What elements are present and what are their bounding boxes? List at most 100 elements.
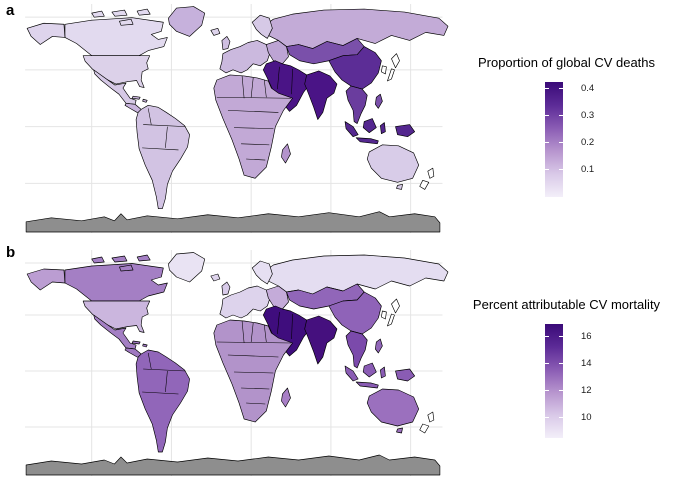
country-border-line [147,352,152,370]
map-region-se-asia [345,330,368,369]
panel-b-label: b [6,244,16,261]
colorbar-tick-label: 14 [581,357,592,369]
map-region-madagascar [281,143,291,164]
map-region-japan [387,298,400,327]
country-border-line [291,313,293,340]
country-border-line [227,110,279,113]
map-region-korea [381,310,387,320]
map-region-iceland [210,27,221,36]
map-region-new-guinea [395,368,416,382]
map-region-antarctica [25,454,441,476]
map-region-indonesia [344,362,386,389]
colorbar-tick-mark [545,115,549,117]
country-border-line [264,79,267,98]
map-region-middle-east [262,305,311,357]
country-border-line [142,147,179,151]
country-border-line [241,143,270,146]
map-region-usa [82,55,151,88]
country-border-line [246,402,266,405]
legend-a: Proportion of global CV deaths 0.4 0.3 0.2… [452,55,681,207]
map-region-korea [381,65,387,75]
colorbar-tick-label: 12 [581,384,592,396]
country-border-line [241,320,245,344]
map-region-greenland [168,252,206,283]
legend-a-colorbar-wrap: 0.4 0.3 0.2 0.1 [452,81,681,207]
legend-b-colorbar-wrap: 16 14 12 10 [452,323,681,449]
map-region-philippines [374,93,383,109]
country-border-line [165,126,168,148]
country-border-line [277,311,280,335]
map-region-se-asia [345,85,368,124]
map-region-uk [221,281,231,296]
map-region-indonesia [344,118,386,145]
colorbar-tick-label: 0.3 [581,110,595,122]
colorbar-tick-label: 0.2 [581,137,595,149]
map-region-new-zealand [419,411,435,434]
map-region-australia [366,388,420,427]
map-region-australia [366,144,420,183]
colorbar-tick-mark [559,115,563,117]
map-region-europe [219,40,271,74]
legend-b-colorbar [545,323,563,438]
map-region-canada [64,263,168,302]
map-region-eastern-europe [265,40,289,65]
country-border-line [165,370,168,393]
map-region-canada [64,17,168,57]
map-region-europe [219,285,271,319]
colorbar-tick-mark [545,362,549,364]
map-region-china [328,291,382,335]
panel-a-label: a [6,2,15,19]
legend-b: Percent attributable CV mortality 16 14 12… [452,297,681,449]
country-border-line [216,96,292,99]
country-border-line [143,124,186,127]
map-region-eastern-europe [265,285,289,310]
map-region-caribbean [131,340,148,348]
map-region-africa [213,74,293,179]
map-region-new-zealand [419,167,435,190]
map-region-south-america [135,349,190,453]
country-border-line [264,324,267,343]
map-region-alaska [26,268,66,291]
legend-a-title: Proportion of global CV deaths [477,55,656,70]
country-border-line [291,68,293,95]
map-region-india [304,315,338,365]
map-region-arctic-islands [91,8,151,26]
country-border-line [234,371,274,374]
colorbar-tick-label: 10 [581,411,592,423]
map-region-new-guinea [395,124,416,138]
colorbar-tick-mark [559,88,563,90]
map-region-tasmania [396,427,403,434]
map-region-middle-east [262,60,311,112]
colorbar-tick-mark [559,335,563,337]
colorbar-tick-mark [545,169,549,171]
colorbar-tick-mark [545,389,549,391]
map-region-africa [213,319,293,423]
legend-b-title: Percent attributable CV mortality [472,297,661,312]
map-region-japan [387,53,400,82]
colorbar-tick-mark [559,142,563,144]
country-border-line [250,77,254,98]
map-region-philippines [374,338,383,354]
map-region-alaska [26,22,66,45]
country-border-line [234,127,274,129]
map-region-caribbean [131,95,148,103]
country-border-line [241,75,245,99]
colorbar-tick-mark [559,169,563,171]
country-border-line [142,391,179,395]
colorbar-tick-mark [545,142,549,144]
colorbar-tick-mark [559,416,563,418]
country-border-line [227,354,279,358]
map-region-scandinavia [251,14,273,39]
colorbar-tick-label: 16 [581,330,592,342]
map-region-south-america [135,104,190,210]
legend-a-colorbar [545,81,563,197]
map-region-iceland [210,273,221,282]
world-map-panel-b [25,250,449,476]
map-region-china [328,46,382,90]
map-region-tasmania [396,184,403,190]
map-region-greenland [168,6,206,37]
colorbar-tick-mark [545,335,549,337]
map-region-madagascar [281,387,291,408]
country-border-line [147,108,152,125]
country-border-line [216,341,292,344]
